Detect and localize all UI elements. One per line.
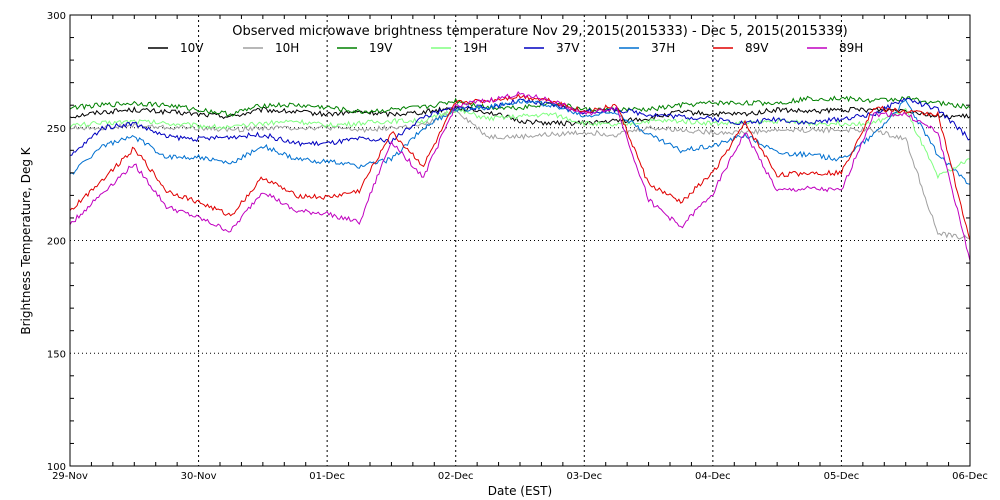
legend-item-37V: 37V xyxy=(524,41,580,55)
legend-label: 10H xyxy=(275,41,299,55)
series-line-10V xyxy=(69,105,971,127)
x-axis-label: Date (EST) xyxy=(488,484,552,498)
legend-item-19H: 19H xyxy=(431,41,487,55)
legend-label: 10V xyxy=(180,41,204,55)
x-tick-label: 02-Dec xyxy=(438,471,474,482)
series-line-37V xyxy=(70,97,971,156)
legend-item-89H: 89H xyxy=(807,41,863,55)
y-tick-label: 250 xyxy=(47,124,66,135)
legend-label: 89H xyxy=(839,41,863,55)
x-tick-label: 05-Dec xyxy=(824,471,860,482)
legend-item-19V: 19V xyxy=(337,41,393,55)
series-line-89H xyxy=(69,90,971,261)
grid xyxy=(70,15,970,466)
y-tick-label: 300 xyxy=(47,11,66,22)
y-axis-label: Brightness Temperature, Deg K xyxy=(19,146,33,334)
y-tick-label: 100 xyxy=(47,462,66,473)
x-tick-label: 06-Dec xyxy=(952,471,988,482)
x-tick-label: 30-Nov xyxy=(181,471,217,482)
series-line-19V xyxy=(69,95,971,117)
legend-item-37H: 37H xyxy=(619,41,675,55)
legend: 10V 10H 19V 19H 37V 37H 89V 89H xyxy=(148,41,863,55)
series-line-10H xyxy=(69,107,971,240)
y-tick-label: 150 xyxy=(47,349,66,360)
legend-item-89V: 89V xyxy=(713,41,769,55)
x-tick-label: 01-Dec xyxy=(309,471,345,482)
x-tick-label: 04-Dec xyxy=(695,471,731,482)
legend-item-10H: 10H xyxy=(243,41,299,55)
legend-item-10V: 10V xyxy=(148,41,204,55)
series-line-19H xyxy=(69,107,971,180)
x-tick-label: 03-Dec xyxy=(566,471,602,482)
axis-ticks: 29-Nov 30-Nov 01-Dec 02-Dec 03-Dec 04-Dec 05-D… xyxy=(47,11,988,482)
legend-label: 37H xyxy=(651,41,675,55)
series-lines xyxy=(69,90,971,261)
series-line-37H xyxy=(69,98,971,185)
legend-label: 19H xyxy=(463,41,487,55)
y-tick-label: 200 xyxy=(47,237,66,248)
chart-title: Observed microwave brightness temperatur… xyxy=(232,24,847,39)
legend-label: 37V xyxy=(556,41,580,55)
legend-label: 19V xyxy=(369,41,393,55)
x-tick-label: 29-Nov xyxy=(52,471,88,482)
series-line-89V xyxy=(69,93,971,241)
legend-label: 89V xyxy=(745,41,769,55)
